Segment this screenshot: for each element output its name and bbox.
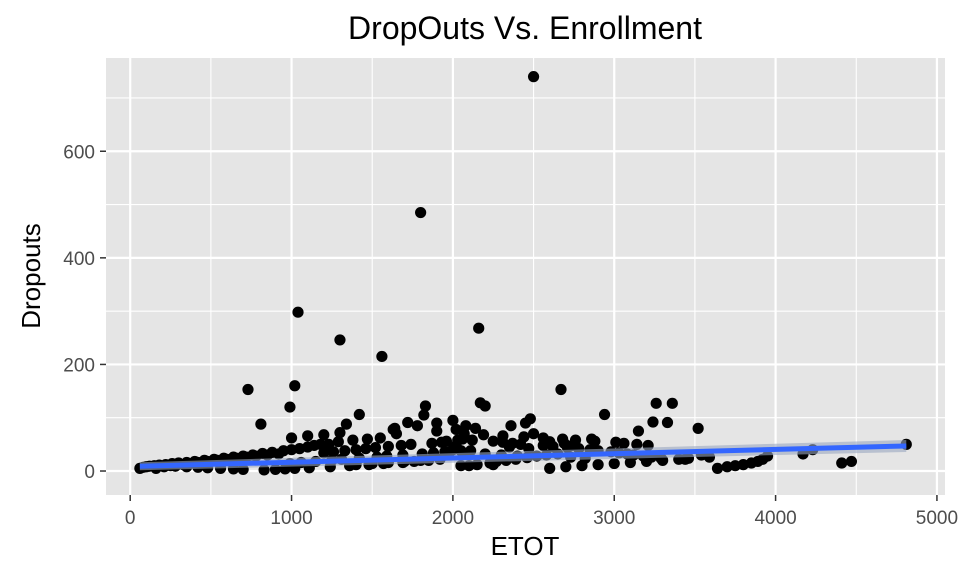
data-point <box>618 437 630 449</box>
data-point <box>302 430 314 442</box>
data-point <box>418 409 430 421</box>
data-point <box>519 417 532 429</box>
data-point <box>415 206 427 219</box>
data-point <box>334 427 346 439</box>
x-tick-label: 1000 <box>270 508 312 529</box>
data-point <box>339 445 351 457</box>
data-point <box>431 417 443 429</box>
data-point <box>497 430 509 442</box>
y-tick-label: 200 <box>63 355 95 376</box>
data-point <box>586 433 598 445</box>
data-point <box>360 443 372 455</box>
data-point <box>411 420 423 432</box>
y-tick-label: 0 <box>84 462 95 483</box>
axis-ticks <box>100 150 938 501</box>
data-point <box>284 401 296 413</box>
data-point <box>666 397 678 409</box>
data-point <box>544 436 556 448</box>
data-point <box>640 455 653 468</box>
data-point <box>650 397 662 409</box>
data-point <box>255 418 267 430</box>
major-gridlines <box>106 58 945 495</box>
data-point <box>632 425 645 437</box>
data-point <box>836 457 848 469</box>
data-point <box>318 447 330 459</box>
data-point <box>390 428 403 440</box>
x-axis-title: ETOT <box>491 531 560 561</box>
data-point <box>624 456 636 469</box>
trend-line <box>139 443 907 469</box>
data-point <box>469 422 482 434</box>
data-point <box>598 408 611 421</box>
data-point <box>518 431 530 443</box>
data-point <box>527 428 540 440</box>
data-point <box>566 439 578 452</box>
data-point <box>466 434 478 446</box>
data-point <box>419 400 432 412</box>
data-point <box>374 432 386 444</box>
data-point <box>692 422 704 434</box>
plot-panel <box>106 58 945 495</box>
data-point <box>473 322 485 334</box>
data-point <box>332 436 344 448</box>
data-point <box>340 418 353 430</box>
x-tick-label: 5000 <box>916 508 958 529</box>
data-point <box>369 441 382 454</box>
data-point <box>845 455 858 468</box>
data-point <box>361 433 373 445</box>
data-point <box>503 441 515 453</box>
data-point <box>431 425 443 437</box>
data-point <box>426 437 438 449</box>
data-point <box>402 416 414 429</box>
data-point <box>455 460 467 472</box>
data-point <box>382 440 394 453</box>
data-point <box>242 383 254 396</box>
data-point <box>353 408 365 421</box>
y-tick-label: 600 <box>63 142 95 163</box>
y-axis-title: Dropouts <box>16 223 46 329</box>
data-point <box>318 429 330 441</box>
data-point <box>631 438 643 450</box>
data-point <box>527 71 540 83</box>
data-point <box>477 429 490 441</box>
data-point <box>261 449 273 461</box>
data-point <box>405 438 417 450</box>
chart-title: DropOuts Vs. Enrollment <box>348 10 702 46</box>
trend-line-group <box>139 439 907 471</box>
data-point <box>289 380 301 392</box>
x-tick-label: 2000 <box>432 508 474 529</box>
data-point <box>447 414 459 426</box>
x-tick-label: 4000 <box>754 508 796 529</box>
data-point <box>592 459 604 471</box>
data-point <box>285 432 298 444</box>
data-point <box>608 457 620 470</box>
data-point <box>555 383 567 396</box>
data-point <box>560 461 572 473</box>
data-point <box>376 350 388 363</box>
data-point <box>661 416 674 429</box>
x-tick-label: 0 <box>125 508 136 529</box>
data-point <box>647 416 659 428</box>
data-point <box>487 435 499 447</box>
data-point <box>479 400 491 412</box>
data-point <box>334 334 346 346</box>
data-point <box>327 446 340 458</box>
data-point <box>347 434 359 446</box>
data-point <box>440 435 453 447</box>
data-point <box>576 460 588 472</box>
data-point <box>273 448 285 460</box>
data-point <box>450 423 462 436</box>
data-point <box>544 462 556 474</box>
tick-labels: 0 1000 2000 3000 4000 5000 0 200 400 600 <box>63 142 958 529</box>
data-point <box>711 462 724 474</box>
y-tick-label: 400 <box>63 249 95 270</box>
data-point <box>350 444 362 456</box>
data-point <box>505 420 517 432</box>
x-tick-label: 3000 <box>593 508 635 529</box>
data-point <box>292 306 304 318</box>
data-point <box>395 439 407 452</box>
